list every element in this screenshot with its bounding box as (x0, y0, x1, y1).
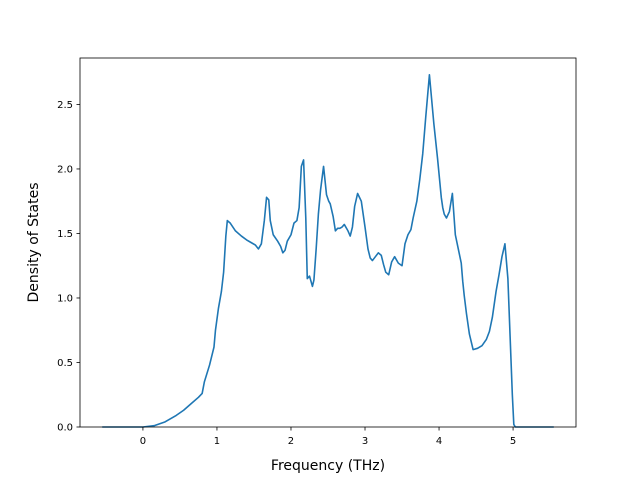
x-tick-label: 1 (214, 436, 220, 447)
dos-series-line (102, 73, 554, 428)
x-tick-label: 2 (288, 436, 294, 447)
x-tick-label: 0 (140, 436, 146, 447)
x-tick-label: 3 (362, 436, 368, 447)
x-tick-label: 4 (436, 436, 442, 447)
axes-frame (79, 57, 577, 428)
x-tick-label: 5 (510, 436, 516, 447)
x-axis-ticks: 0 1 2 3 4 5 (140, 427, 516, 447)
y-tick-label: 1.0 (57, 293, 73, 304)
x-axis-label: Frequency (THz) (271, 458, 385, 474)
y-tick-label: 2.0 (57, 164, 73, 175)
plot-area (79, 57, 577, 428)
y-tick-label: 1.5 (57, 229, 73, 240)
y-tick-label: 0.0 (57, 423, 73, 434)
y-axis-ticks: 0.0 0.5 1.0 1.5 2.0 2.5 (57, 100, 80, 434)
y-axis-label: Density of States (26, 183, 42, 303)
y-tick-label: 0.5 (57, 358, 73, 369)
y-tick-label: 2.5 (57, 100, 73, 111)
